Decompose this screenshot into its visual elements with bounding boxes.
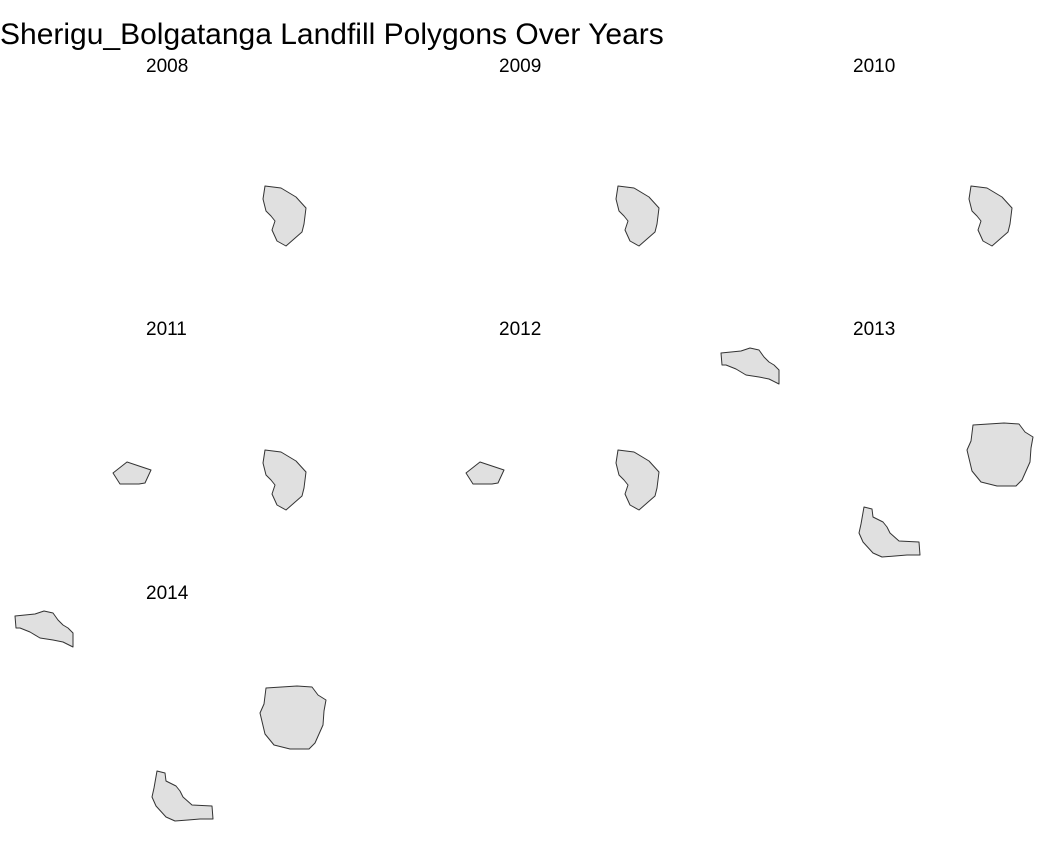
landfill-polygon-2013-south [858,506,921,558]
landfill-polygon-2009-main [615,185,660,247]
page-title: Sherigu_Bolgatanga Landfill Polygons Ove… [0,18,664,51]
panel-label-2010: 2010 [853,56,896,77]
landfill-polygon-2012-main [615,449,660,511]
landfill-polygon-2010-main [968,185,1013,247]
landfill-polygon-2011-main [262,449,307,511]
panel-label-2013: 2013 [853,319,896,340]
landfill-polygon-2014-big [259,685,327,750]
landfill-polygon-2008-main [262,185,307,247]
panel-label-2012: 2012 [499,319,542,340]
panel-label-2008: 2008 [146,56,189,77]
panel-label-2009: 2009 [499,56,542,77]
landfill-polygon-2012-small [465,461,505,485]
landfill-polygon-2014-south [151,770,214,822]
panel-label-2011: 2011 [146,319,187,340]
panel-label-2014: 2014 [146,583,189,604]
landfill-polygon-2014-north [14,610,74,648]
landfill-polygon-2011-small [112,461,152,485]
landfill-polygon-2012-north [720,347,780,385]
landfill-polygon-2013-big [966,422,1034,487]
